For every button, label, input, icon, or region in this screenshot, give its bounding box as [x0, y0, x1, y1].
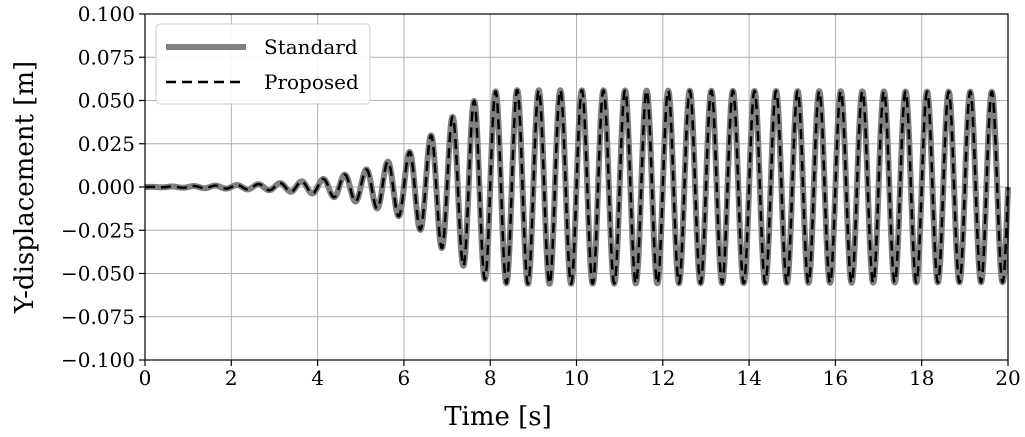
legend-label-standard: Standard [264, 35, 358, 59]
y-tick-label: −0.050 [61, 262, 135, 286]
x-tick-label: 10 [564, 366, 589, 390]
legend-label-proposed: Proposed [264, 70, 359, 94]
x-tick-label: 16 [823, 366, 848, 390]
x-tick-label: 0 [139, 366, 152, 390]
x-tick-label: 12 [650, 366, 675, 390]
x-tick-label: 2 [225, 366, 238, 390]
y-tick-label: 0.050 [78, 89, 135, 113]
x-tick-label: 8 [484, 366, 497, 390]
x-tick-label: 4 [311, 366, 324, 390]
y-tick-label: 0.000 [78, 175, 135, 199]
y-tick-label: 0.025 [78, 132, 135, 156]
x-tick-label: 18 [909, 366, 934, 390]
series-line-proposed [143, 88, 1010, 286]
legend: Standard Proposed [155, 23, 371, 105]
y-tick-label: 0.075 [78, 45, 135, 69]
x-axis-label: Time [s] [444, 402, 552, 432]
x-tick-label: 14 [736, 366, 761, 390]
x-tick-label: 20 [995, 366, 1020, 390]
series-group [142, 87, 1011, 287]
y-tick-label: −0.100 [61, 348, 135, 372]
y-axis-label: Y-displacement [m] [10, 61, 40, 314]
x-tick-label: 6 [398, 366, 411, 390]
y-tick-label: 0.100 [78, 2, 135, 26]
y-tick-label: −0.025 [61, 218, 135, 242]
axis-ticks: 0 2 4 6 8 10 12 14 16 18 20 0.100 0.075 0.050 0.025 0.0… [61, 2, 1021, 390]
y-tick-label: −0.075 [61, 305, 135, 329]
